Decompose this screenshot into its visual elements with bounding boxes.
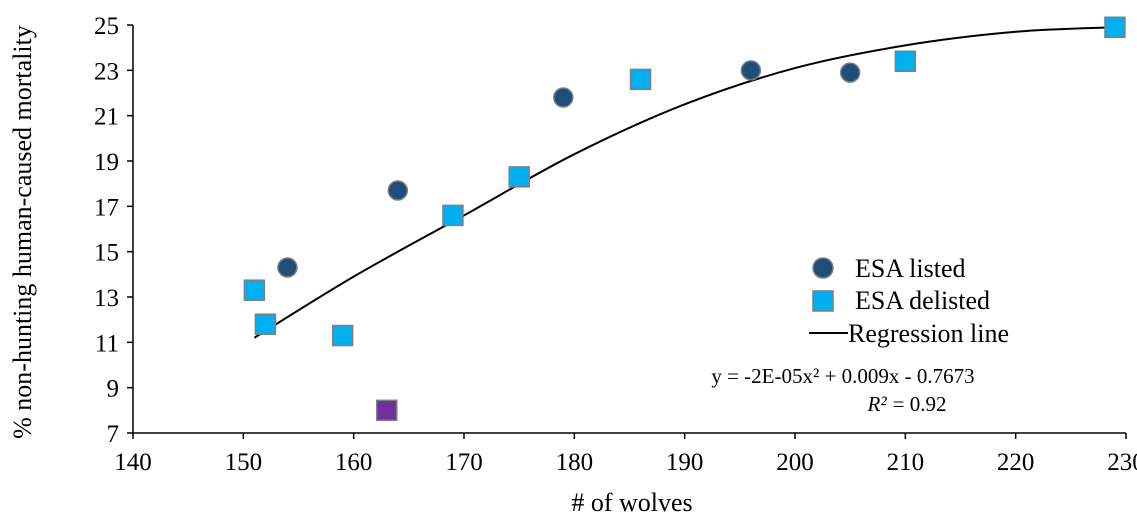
y-tick-label: 15 [94, 240, 119, 267]
data-point-series-0 [839, 62, 861, 83]
y-tick-label: 9 [107, 376, 120, 403]
r-squared-symbol: R² [867, 392, 888, 416]
y-tick-label: 19 [94, 149, 119, 176]
regression-equation: y = -2E-05x² + 0.009x - 0.7673 [711, 364, 974, 388]
data-point-series-1 [894, 50, 917, 73]
ticks-layer: 140 150 160 170 180 190 200 210 220 230 7 9 11 13 15 17… [94, 13, 1137, 476]
data-point-series-1 [629, 68, 652, 91]
data-point-series-0 [740, 60, 762, 81]
data-point-series-0 [277, 257, 298, 278]
data-point-series-1 [331, 324, 354, 347]
data-point-series-1 [1104, 16, 1126, 39]
data-point-series-1 [254, 313, 277, 335]
legend-label-esa-listed: ESA listed [855, 254, 966, 283]
points-layer [243, 16, 1126, 422]
r-squared-label: R² = 0.92 [867, 392, 947, 416]
regression-curve [253, 26, 1116, 339]
x-tick-label: 140 [114, 449, 152, 476]
y-tick-label: 13 [94, 285, 119, 312]
y-tick-label: 25 [94, 13, 119, 40]
y-tick-label: 17 [94, 194, 119, 221]
legend-label-esa-delisted: ESA delisted [855, 286, 990, 315]
x-tick-label: 160 [335, 449, 373, 476]
r-squared-value: = 0.92 [893, 392, 947, 416]
data-point-series-1 [243, 279, 266, 301]
x-tick-label: 190 [666, 449, 704, 476]
data-point-series-1 [508, 166, 530, 188]
data-point-series-0 [553, 87, 574, 108]
y-tick-label: 21 [94, 104, 119, 131]
x-tick-label: 220 [997, 449, 1035, 476]
y-tick-label: 23 [94, 58, 119, 85]
y-axis-title: % non-hunting human-caused mortality [8, 25, 37, 439]
data-point-series-2 [376, 399, 398, 422]
y-tick-label: 7 [107, 421, 120, 448]
x-tick-label: 210 [887, 449, 925, 476]
legend-marker-esa-listed [812, 257, 834, 279]
x-axis-title: # of wolves [571, 488, 692, 517]
x-tick-label: 180 [556, 449, 594, 476]
x-tick-label: 200 [776, 449, 814, 476]
legend-label-regression: Regression line [848, 319, 1009, 348]
x-tick-label: 230 [1107, 449, 1137, 476]
data-point-series-0 [387, 180, 409, 201]
legend: ESA listed ESA delisted Regression line [809, 254, 1009, 348]
y-tick-label: 11 [95, 330, 119, 357]
data-point-series-1 [442, 204, 464, 227]
x-tick-label: 170 [445, 449, 483, 476]
legend-marker-esa-delisted [812, 290, 834, 312]
x-tick-label: 150 [225, 449, 263, 476]
